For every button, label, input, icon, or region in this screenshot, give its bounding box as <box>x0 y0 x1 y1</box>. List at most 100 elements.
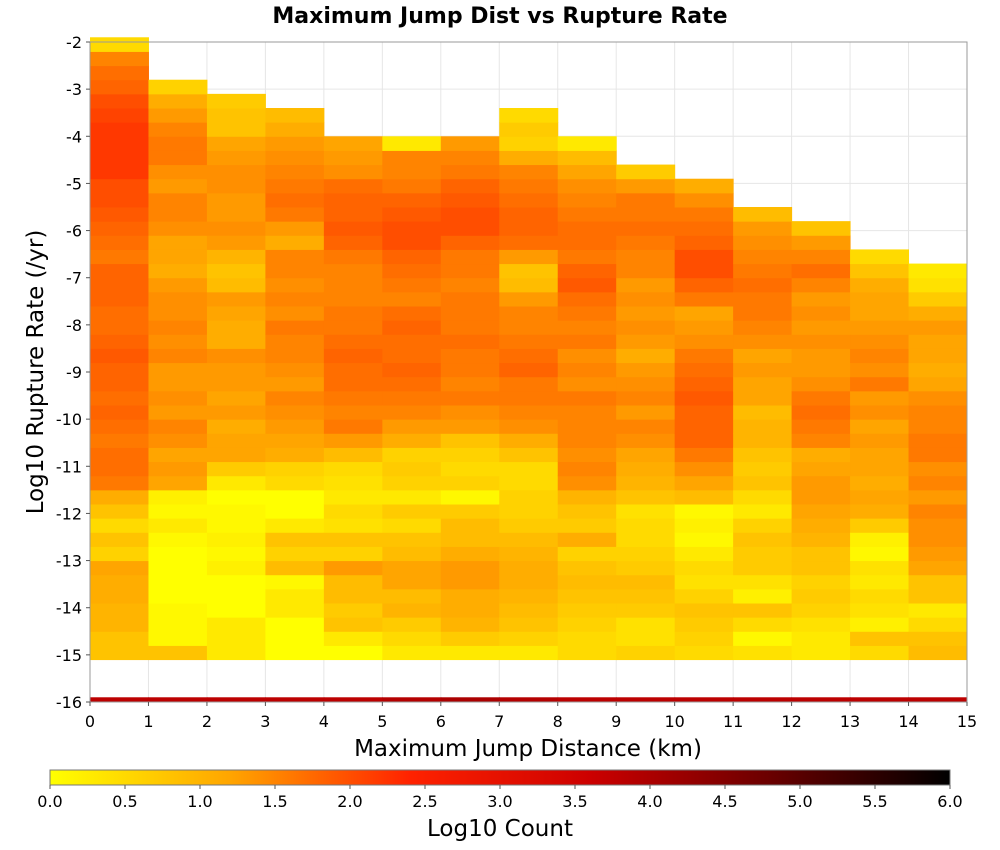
heatmap-cell <box>733 588 793 604</box>
heatmap-cell <box>499 235 559 250</box>
heatmap-cell <box>499 320 559 335</box>
heatmap-cell <box>850 504 910 519</box>
heatmap-cell <box>674 532 734 547</box>
colorbar <box>49 769 951 786</box>
heatmap-cell <box>791 461 851 477</box>
heatmap-cell <box>674 221 734 236</box>
heatmap-cell <box>674 461 734 477</box>
heatmap-cell <box>850 617 910 632</box>
heatmap-cell <box>206 475 266 491</box>
heatmap-cell <box>382 419 442 434</box>
colorbar-tick-label: 3.5 <box>562 792 587 811</box>
y-tick-label: -7 <box>66 269 82 288</box>
heatmap-cell <box>733 419 793 434</box>
heatmap-cell <box>440 291 500 307</box>
heatmap-cell <box>674 546 734 562</box>
y-tick-label: -8 <box>66 316 82 335</box>
heatmap-total-cell <box>382 697 442 702</box>
heatmap-cell <box>616 306 676 321</box>
heatmap-cell <box>265 221 325 236</box>
heatmap-cell <box>206 221 266 236</box>
heatmap-cell <box>908 320 968 335</box>
heatmap-cell <box>265 136 325 151</box>
heatmap-cell <box>850 461 910 477</box>
heatmap-cell <box>323 489 383 505</box>
heatmap-cell <box>791 390 851 406</box>
colorbar-tick-label: 1.0 <box>187 792 212 811</box>
heatmap-cell <box>850 560 910 576</box>
x-axis-ticks: 0 1 2 3 4 5 6 7 8 9 10 11 12 13 14 15 <box>85 702 977 731</box>
heatmap-total-cell <box>499 697 559 702</box>
heatmap-cell <box>90 645 149 661</box>
heatmap-cell <box>557 574 617 590</box>
heatmap-cell <box>733 489 793 505</box>
heatmap-cell <box>382 461 442 477</box>
heatmap-cell <box>557 178 617 194</box>
heatmap-cells <box>90 37 968 702</box>
y-tick-label: -13 <box>56 552 82 571</box>
heatmap-cell <box>440 617 500 632</box>
heatmap-cell <box>323 192 383 208</box>
heatmap-cell <box>733 518 793 533</box>
heatmap-cell <box>850 447 910 463</box>
heatmap-cell <box>733 574 793 590</box>
heatmap-cell <box>265 348 325 364</box>
heatmap-cell <box>265 546 325 562</box>
heatmap-cell <box>557 207 617 222</box>
heatmap-cell <box>206 489 266 505</box>
heatmap-cell <box>733 334 793 349</box>
heatmap-cell <box>733 504 793 519</box>
heatmap-cell <box>850 334 910 349</box>
heatmap-cell <box>674 645 734 661</box>
heatmap-cell <box>440 560 500 576</box>
heatmap-cell <box>265 475 325 491</box>
heatmap-cell <box>791 221 851 236</box>
heatmap-cell <box>148 447 208 463</box>
x-tick-label: 6 <box>436 712 446 731</box>
heatmap-cell <box>850 532 910 547</box>
heatmap-cell <box>499 362 559 378</box>
heatmap-cell <box>265 588 325 604</box>
heatmap-cell <box>791 504 851 519</box>
heatmap-cell <box>616 433 676 448</box>
heatmap-cell <box>440 150 500 166</box>
heatmap-cell <box>382 645 442 661</box>
heatmap-cell <box>440 390 500 406</box>
heatmap-cell <box>908 617 968 632</box>
heatmap-cell <box>499 390 559 406</box>
heatmap-cell <box>499 489 559 505</box>
heatmap-cell <box>908 277 968 293</box>
heatmap-cell <box>908 348 968 364</box>
heatmap-cell <box>90 164 149 180</box>
heatmap-cell <box>791 518 851 533</box>
heatmap-cell <box>382 178 442 194</box>
heatmap-cell <box>323 560 383 576</box>
heatmap-cell <box>791 603 851 618</box>
heatmap-cell <box>90 122 149 137</box>
heatmap-cell <box>382 207 442 222</box>
heatmap-cell <box>908 390 968 406</box>
heatmap-cell <box>557 447 617 463</box>
y-tick-label: -6 <box>66 222 82 241</box>
heatmap-cell <box>148 475 208 491</box>
heatmap-cell <box>440 546 500 562</box>
heatmap-cell <box>148 504 208 519</box>
heatmap-cell <box>616 518 676 533</box>
heatmap-cell <box>148 320 208 335</box>
heatmap-cell <box>206 405 266 420</box>
heatmap-cell <box>791 376 851 392</box>
heatmap-cell <box>440 475 500 491</box>
heatmap-cell <box>440 376 500 392</box>
heatmap-cell <box>323 376 383 392</box>
heatmap-cell <box>616 574 676 590</box>
heatmap-cell <box>791 306 851 321</box>
heatmap-cell <box>206 560 266 576</box>
heatmap-cell <box>791 320 851 335</box>
heatmap-cell <box>440 306 500 321</box>
heatmap-cell <box>382 504 442 519</box>
heatmap-cell <box>323 277 383 293</box>
colorbar-tick-label: 4.0 <box>637 792 662 811</box>
heatmap-cell <box>908 574 968 590</box>
heatmap-total-cell <box>148 697 208 702</box>
